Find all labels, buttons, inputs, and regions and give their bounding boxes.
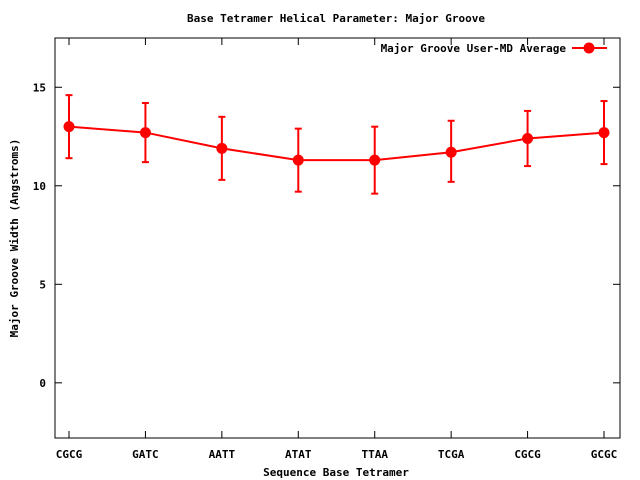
y-tick-label: 10: [33, 180, 46, 193]
x-axis-label: Sequence Base Tetramer: [263, 466, 409, 479]
plot-frame: [54, 37, 621, 439]
x-tick-label: ATAT: [285, 448, 312, 461]
data-point: [369, 154, 381, 166]
x-axis-ticks: CGCG GATC AATT ATAT TTAA TCGA CGCG GCGC: [56, 38, 618, 461]
x-tick-label: TCGA: [438, 448, 465, 461]
series-layer: [63, 94, 610, 195]
y-tick-label: 0: [39, 377, 46, 390]
x-tick-label: AATT: [209, 448, 236, 461]
chart-title: Base Tetramer Helical Parameter: Major G…: [187, 12, 485, 25]
series-line: [68, 125, 605, 162]
data-point: [63, 121, 75, 133]
data-point: [445, 146, 457, 158]
data-point: [292, 154, 304, 166]
y-tick-label: 5: [39, 278, 46, 291]
x-tick-label: GCGC: [591, 448, 618, 461]
x-tick-label: CGCG: [514, 448, 541, 461]
x-tick-label: TTAA: [361, 448, 388, 461]
x-tick-label: CGCG: [56, 448, 83, 461]
data-point: [598, 127, 610, 139]
y-tick-label: 15: [33, 81, 46, 94]
data-point: [139, 127, 151, 139]
x-tick-label: GATC: [132, 448, 159, 461]
y-axis-label: Major Groove Width (Angstroms): [8, 139, 21, 338]
legend: Major Groove User-MD Average: [381, 42, 607, 55]
data-point: [522, 132, 534, 144]
data-point: [216, 142, 228, 154]
legend-label: Major Groove User-MD Average: [381, 42, 567, 55]
legend-marker: [583, 42, 595, 54]
y-axis-ticks: 0 5 10 15: [33, 81, 620, 390]
